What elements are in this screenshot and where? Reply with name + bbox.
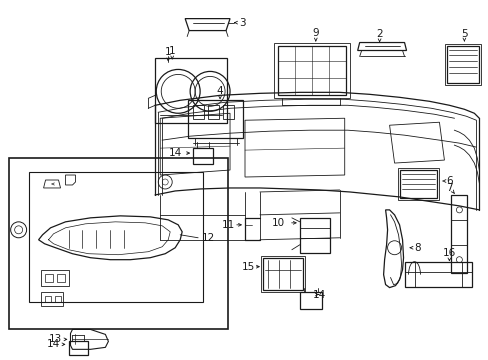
Text: 11: 11 [221,220,234,230]
Bar [155,58,226,123]
Bar [193,148,213,164]
Text: 10: 10 [271,218,284,228]
Text: 12: 12 [201,233,214,243]
Text: 4: 4 [216,86,223,96]
Text: 2: 2 [376,28,382,39]
Bar [450,195,467,273]
Bar [44,274,52,282]
Text: 9: 9 [312,28,319,37]
Text: 1: 1 [164,48,171,58]
Bar [445,44,480,85]
Text: 7: 7 [445,183,452,193]
Bar [447,45,478,84]
Bar [399,170,437,198]
Text: 6: 6 [445,176,452,186]
Bar [41,270,68,285]
Text: 15: 15 [241,262,254,272]
Bar [223,105,234,119]
Text: 5: 5 [460,28,467,39]
Text: 14: 14 [168,148,182,158]
Bar [404,262,471,287]
Text: 16: 16 [442,248,455,258]
Bar [263,258,302,289]
Bar [397,168,439,200]
Bar [261,256,304,292]
Text: 13: 13 [49,334,62,345]
Bar [193,105,203,119]
Bar [55,296,61,302]
Bar [188,100,243,138]
Text: 14: 14 [312,289,326,300]
Text: 3: 3 [238,18,245,28]
Bar [9,158,227,329]
Bar [299,218,329,253]
Bar [41,292,62,306]
Text: 8: 8 [413,243,420,253]
Bar [44,296,50,302]
Bar [273,42,349,98]
Bar [29,172,203,302]
Bar [208,105,219,119]
Bar [68,341,88,355]
Text: 14: 14 [47,339,60,349]
Bar [277,45,345,95]
Bar [57,274,64,282]
Bar [299,292,321,310]
Text: 1: 1 [168,45,175,55]
